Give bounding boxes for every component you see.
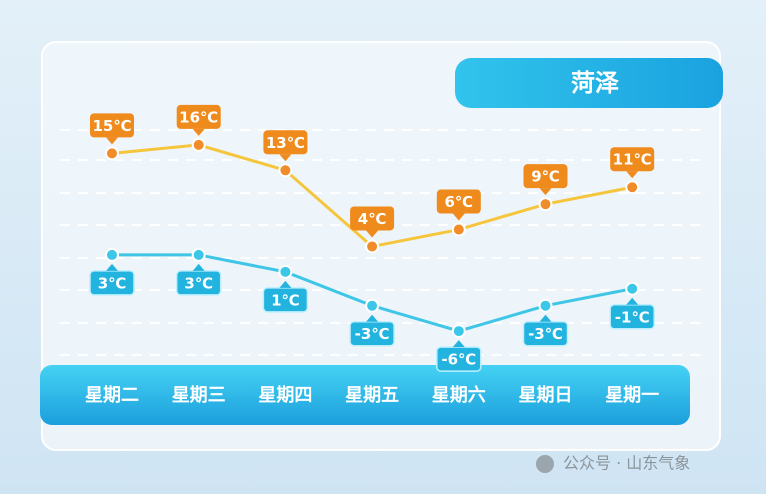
point [451, 222, 466, 237]
point [365, 239, 380, 254]
label-pointer [626, 171, 639, 179]
value-label: 4℃ [358, 210, 387, 228]
x-tick-label: 星期二 [85, 385, 139, 406]
value-label: 11℃ [613, 151, 652, 169]
x-tick-label: 星期日 [519, 385, 573, 406]
x-tick-label: 星期五 [345, 385, 399, 406]
value-label: 6℃ [444, 193, 473, 211]
point [278, 163, 293, 178]
value-label: -1℃ [615, 308, 650, 326]
chart-title: 菏泽 [571, 69, 619, 97]
label-pointer [452, 340, 465, 348]
label-box [523, 164, 568, 189]
label-pointer [539, 314, 552, 322]
label-box [436, 189, 481, 214]
label-box [350, 206, 395, 231]
value-label: -6℃ [441, 351, 476, 369]
wechat-icon [536, 455, 554, 473]
point [105, 247, 119, 262]
label-box [263, 130, 308, 155]
x-tick-label: 星期一 [605, 385, 659, 406]
label-pointer [366, 314, 379, 322]
value-label: 3℃ [98, 274, 127, 292]
label-box [90, 113, 134, 138]
point [105, 146, 119, 161]
label-pointer [279, 280, 292, 288]
label-pointer [192, 263, 205, 271]
point [365, 298, 380, 313]
label-pointer [106, 137, 118, 145]
label-pointer [539, 188, 552, 196]
point [278, 264, 293, 279]
label-pointer [626, 297, 639, 305]
label-box [610, 147, 655, 172]
label-box [176, 104, 221, 129]
point [538, 197, 553, 212]
value-label: 13℃ [266, 134, 305, 152]
value-label: 15℃ [92, 117, 131, 135]
value-label: 3℃ [184, 274, 213, 292]
watermark: 公众号 · 山东气象 [563, 454, 690, 473]
label-pointer [452, 213, 465, 221]
point [451, 324, 466, 339]
category-bar [40, 365, 690, 425]
title-tab [455, 58, 723, 108]
label-pointer [279, 154, 292, 162]
label-pointer [366, 230, 379, 238]
value-label: 16℃ [179, 108, 218, 126]
x-tick-label: 星期六 [432, 384, 486, 406]
point [625, 281, 640, 296]
value-label: -3℃ [528, 325, 563, 343]
x-tick-label: 星期三 [172, 385, 226, 406]
x-tick-label: 星期四 [258, 385, 312, 406]
point [191, 137, 206, 152]
point [625, 180, 640, 195]
point [191, 247, 206, 262]
value-label: 9℃ [531, 168, 560, 186]
value-label: -3℃ [355, 325, 390, 343]
point [538, 298, 553, 313]
label-pointer [106, 263, 118, 271]
value-label: 1℃ [271, 291, 300, 309]
label-pointer [192, 128, 205, 136]
